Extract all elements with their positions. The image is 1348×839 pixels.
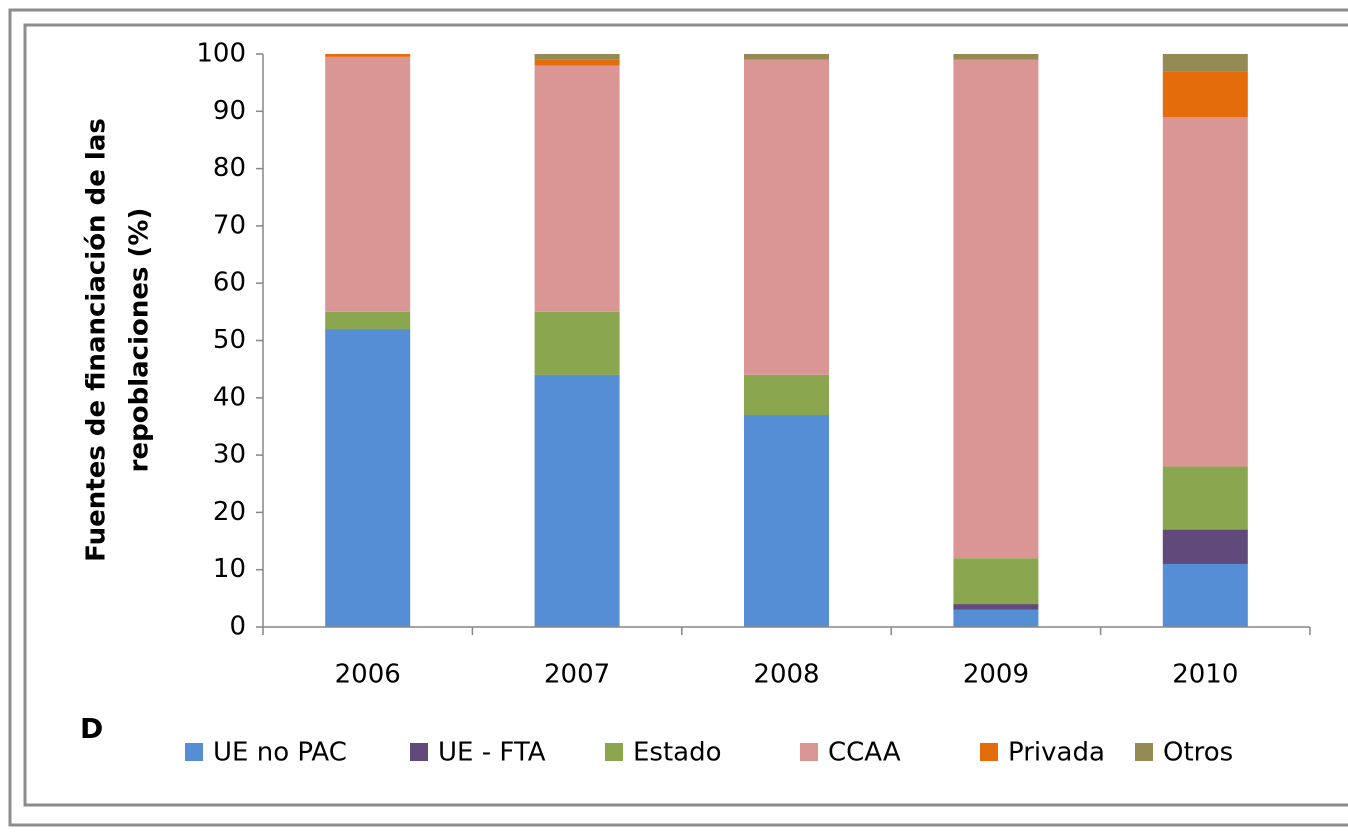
legend-swatch [410, 743, 428, 761]
y-tick-label: 70 [213, 210, 246, 240]
y-axis-title: Fuentes de financiación de las repoblaci… [82, 118, 155, 562]
bar-segment [1162, 117, 1248, 467]
chart-frame [23, 23, 1348, 807]
bar-segment [534, 65, 620, 312]
legend-label: UE no PAC [213, 738, 347, 768]
bar-segment [325, 56, 411, 312]
bar-segment [1162, 71, 1248, 118]
panel-label: D [80, 712, 103, 745]
legend-swatch [1135, 743, 1153, 761]
bar-segment [1162, 54, 1248, 72]
outer-frame [8, 8, 1348, 827]
legend-label: CCAA [828, 738, 901, 768]
bar-segment [534, 59, 620, 66]
bar-segment [744, 414, 829, 627]
legend-label: Privada [1008, 738, 1105, 768]
bar-segment [744, 54, 829, 60]
bar-segment [953, 609, 1039, 627]
bar-segment [953, 59, 1039, 559]
bar-segment [1162, 563, 1248, 627]
y-tick-label: 10 [213, 554, 246, 584]
x-tick-label: 2006 [335, 660, 401, 690]
y-label-line: Fuentes de financiación de las [82, 118, 112, 562]
x-tick-label: 2010 [1172, 660, 1238, 690]
y-tick-label: 80 [213, 153, 246, 183]
y-tick-label: 90 [213, 96, 246, 126]
y-tick-label: 20 [213, 497, 246, 527]
y-tick-label: 100 [196, 39, 246, 69]
x-tick-label: 2008 [753, 660, 819, 690]
x-tick-label: 2009 [963, 660, 1029, 690]
legend-label: Estado [633, 738, 722, 768]
y-tick-label: 50 [213, 325, 246, 355]
bar-segment [325, 311, 411, 330]
bar-segment [534, 54, 620, 60]
y-tick-label: 30 [213, 440, 246, 470]
bar-segment [534, 374, 620, 627]
y-tick-label: 60 [213, 268, 246, 298]
legend-label: Otros [1163, 738, 1233, 768]
bar-segment [1162, 466, 1248, 530]
bar-segment [534, 311, 620, 375]
bar-segment [744, 374, 829, 415]
y-tick-label: 40 [213, 382, 246, 412]
legend-swatch [800, 743, 818, 761]
legend-swatch [605, 743, 623, 761]
x-tick-label: 2007 [544, 660, 610, 690]
legend-swatch [185, 743, 203, 761]
y-tick-label: 0 [229, 612, 246, 642]
bar-segment [744, 59, 829, 375]
legend-label: UE - FTA [438, 738, 546, 768]
bar-segment [325, 329, 411, 627]
bar-segment [953, 604, 1039, 610]
bar-segment [953, 54, 1039, 60]
legend-swatch [980, 743, 998, 761]
y-label-line: repoblaciones (%) [125, 208, 155, 473]
bar-segment [1162, 529, 1248, 564]
bar-segment [325, 54, 411, 57]
bar-segment [953, 558, 1039, 605]
